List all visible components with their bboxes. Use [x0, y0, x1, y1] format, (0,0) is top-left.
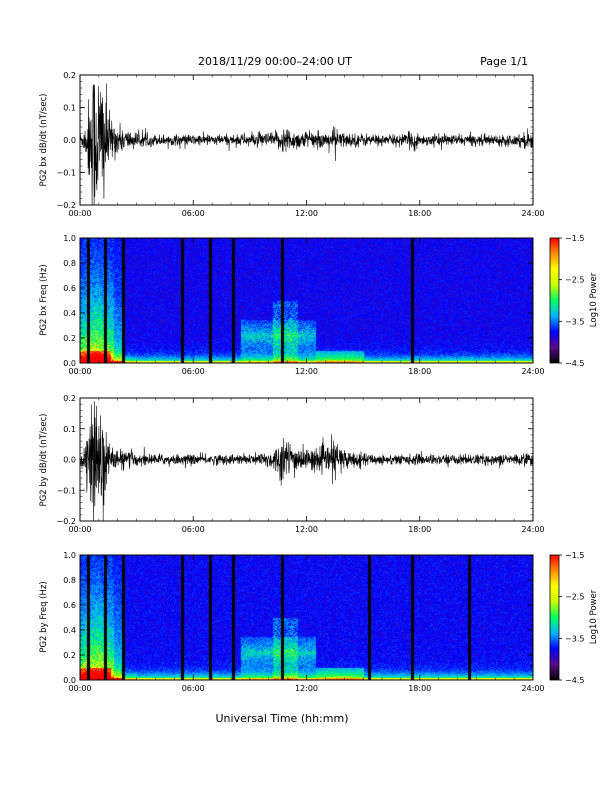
bx-colorbar: −1.5 −2.5 −3.5 −4.5 Log10 Power — [549, 234, 599, 368]
bx-dbdt-x-ticks: 00:00 06:00 12:00 18:00 24:00 — [68, 75, 545, 218]
y-tick-label: 0.4 — [63, 309, 76, 318]
x-tick-label: 00:00 — [68, 525, 91, 534]
y-tick-label: 0.6 — [63, 601, 76, 610]
by-colorbar-label: Log10 Power — [589, 589, 599, 644]
bx-dbdt-ylabel: PG2 bx dB/dt (nT/sec) — [39, 94, 49, 187]
x-tick-label: 18:00 — [408, 367, 431, 376]
y-tick-label: 0.0 — [63, 136, 76, 145]
colorbar-tick-label: −3.5 — [565, 317, 584, 326]
x-tick-label: 24:00 — [521, 525, 544, 534]
y-tick-label: 0.2 — [63, 71, 76, 80]
y-tick-label: 0.0 — [63, 676, 76, 685]
x-tick-label: 06:00 — [182, 525, 205, 534]
colorbar-tick-label: −4.5 — [565, 676, 584, 685]
x-axis-label: Universal Time (hh:mm) — [216, 712, 349, 725]
y-tick-label: 0.1 — [63, 104, 76, 113]
y-tick-label: 0.2 — [63, 334, 76, 343]
colorbar-tick-label: −1.5 — [565, 551, 584, 560]
x-tick-label: 18:00 — [408, 684, 431, 693]
x-tick-label: 06:00 — [182, 209, 205, 218]
by-dbdt-ylabel: PG2 by dB/dt (nT/sec) — [39, 414, 49, 507]
x-tick-label: 18:00 — [408, 525, 431, 534]
by-colorbar-ticks: −1.5 −2.5 −3.5 −4.5 — [559, 551, 584, 685]
by-dbdt-x-ticks: 00:00 06:00 12:00 18:00 24:00 — [68, 398, 545, 534]
x-tick-label: 06:00 — [182, 367, 205, 376]
y-tick-label: 0.4 — [63, 626, 76, 635]
dbdt-series-line — [79, 83, 534, 206]
x-tick-label: 18:00 — [408, 209, 431, 218]
y-tick-label: 0.8 — [63, 576, 76, 585]
colorbar-tick-label: −2.5 — [565, 276, 584, 285]
by-spectrogram-image — [80, 555, 533, 680]
bx-dbdt-y-ticks: 0.2 0.1 0.0 −0.1 −0.2 — [57, 71, 533, 210]
figure-title: 2018/11/29 00:00–24:00 UT — [198, 55, 352, 68]
page-label: Page 1/1 — [480, 55, 528, 68]
y-tick-label: 0.8 — [63, 259, 76, 268]
by-spectrogram-y-ticks: 1.0 0.8 0.6 0.4 0.2 0.0 — [63, 551, 533, 685]
by-colorbar: −1.5 −2.5 −3.5 −4.5 Log10 Power — [549, 551, 599, 685]
y-tick-label: 0.2 — [63, 651, 76, 660]
by-colorbar-bar — [549, 554, 560, 681]
y-tick-label: −0.2 — [57, 517, 76, 526]
bx-dbdt-trace — [79, 83, 534, 206]
x-tick-label: 12:00 — [295, 684, 318, 693]
x-tick-label: 12:00 — [295, 209, 318, 218]
panel-by-spectrogram: 1.0 0.8 0.6 0.4 0.2 0.0 00:00 06:00 12:00 18:00 2… — [39, 551, 599, 693]
bx-colorbar-label: Log10 Power — [589, 272, 599, 327]
bx-spectrogram-ylabel: PG2 bx Freq (Hz) — [39, 264, 49, 335]
bx-colorbar-ticks: −1.5 −2.5 −3.5 −4.5 — [559, 234, 584, 368]
y-tick-label: −0.1 — [57, 486, 76, 495]
x-tick-label: 00:00 — [68, 367, 91, 376]
panel-by-dbdt: 0.2 0.1 0.0 −0.1 −0.2 00:00 06:00 12:00 18:00 24… — [39, 394, 545, 534]
x-tick-label: 24:00 — [521, 684, 544, 693]
colorbar-tick-label: −2.5 — [565, 593, 584, 602]
by-dbdt-y-ticks: 0.2 0.1 0.0 −0.1 −0.2 — [57, 394, 533, 526]
bx-spectrogram-image — [80, 238, 533, 363]
x-tick-label: 06:00 — [182, 684, 205, 693]
x-tick-label: 00:00 — [68, 684, 91, 693]
bx-dbdt-frame — [79, 74, 534, 206]
x-tick-label: 12:00 — [295, 367, 318, 376]
y-tick-label: 1.0 — [63, 551, 76, 560]
by-spectrogram-ylabel: PG2 by Freq (Hz) — [39, 581, 49, 652]
colorbar-tick-label: −4.5 — [565, 359, 584, 368]
by-dbdt-trace — [79, 401, 534, 522]
panel-bx-dbdt: 0.2 0.1 0.0 −0.1 −0.2 00:00 06:00 12:00 18:00 24… — [39, 71, 545, 218]
colorbar-tick-label: −1.5 — [565, 234, 584, 243]
y-tick-label: 0.2 — [63, 394, 76, 403]
y-tick-label: −0.2 — [57, 201, 76, 210]
colorbar-tick-label: −3.5 — [565, 634, 584, 643]
bx-spectrogram-x-ticks: 00:00 06:00 12:00 18:00 24:00 — [68, 238, 545, 376]
y-tick-label: 0.6 — [63, 284, 76, 293]
x-tick-label: 24:00 — [521, 367, 544, 376]
panel-bx-spectrogram: 1.0 0.8 0.6 0.4 0.2 0.0 00:00 06:00 12:00 18:00 2… — [39, 234, 599, 376]
x-tick-label: 24:00 — [521, 209, 544, 218]
y-tick-label: 0.1 — [63, 425, 76, 434]
y-tick-label: 1.0 — [63, 234, 76, 243]
bx-spectrogram-y-ticks: 1.0 0.8 0.6 0.4 0.2 0.0 — [63, 234, 533, 368]
by-spectrogram-x-ticks: 00:00 06:00 12:00 18:00 24:00 — [68, 555, 545, 693]
y-tick-label: −0.1 — [57, 169, 76, 178]
x-tick-label: 12:00 — [295, 525, 318, 534]
y-tick-label: 0.0 — [63, 456, 76, 465]
bx-colorbar-bar — [549, 237, 560, 364]
x-tick-label: 00:00 — [68, 209, 91, 218]
dbdt-series-line — [79, 401, 534, 522]
y-tick-label: 0.0 — [63, 359, 76, 368]
